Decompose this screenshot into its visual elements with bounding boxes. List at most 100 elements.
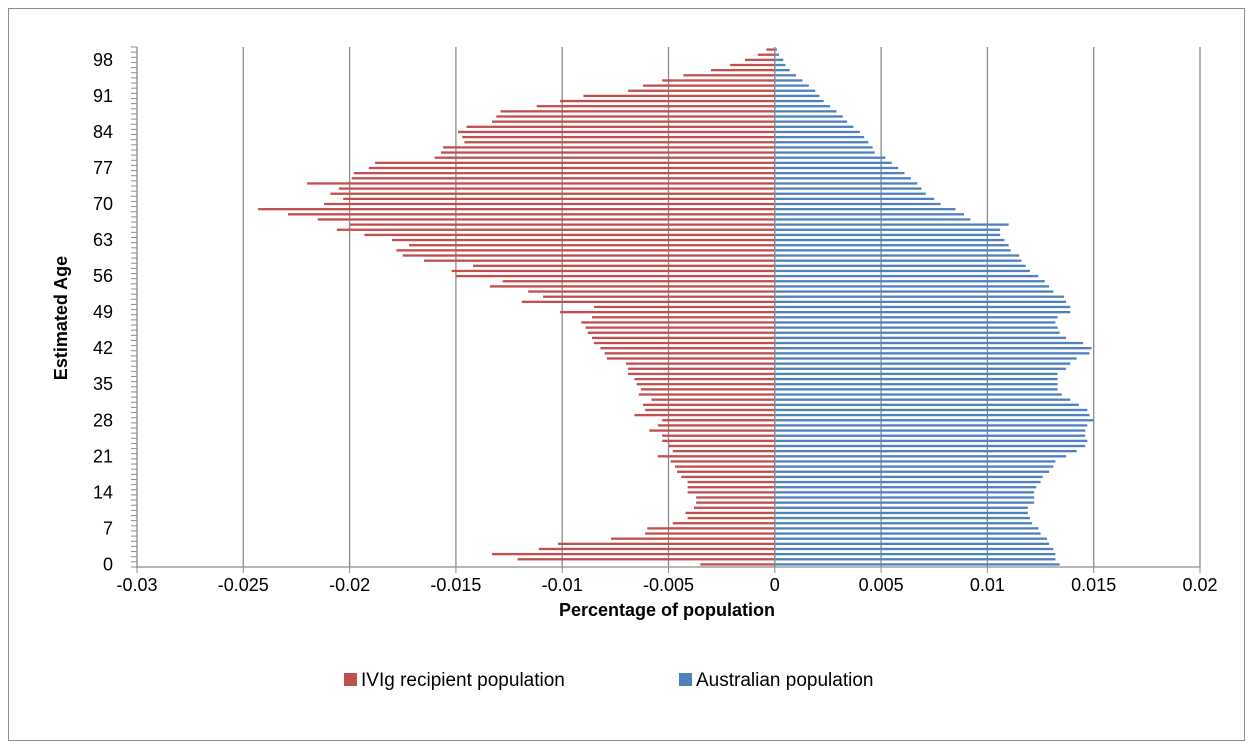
bar-ivig-age-67	[317, 218, 775, 221]
bar-ivig-age-65	[336, 228, 775, 231]
bar-australian-age-34	[774, 388, 1058, 391]
bar-australian-age-75	[774, 177, 911, 180]
bar-ivig-age-32	[651, 398, 775, 401]
bar-ivig-age-89	[536, 105, 775, 108]
bar-ivig-age-36	[634, 377, 775, 381]
bar-australian-age-41	[774, 352, 1090, 355]
x-tick-label-0: -0.03	[116, 575, 157, 595]
bar-ivig-age-94	[662, 79, 775, 82]
bar-ivig-age-92	[628, 89, 775, 92]
population-pyramid-chart: -0.03 -0.025 -0.02 -0.015 -0.01 -0.005 0 0.005 0…	[51, 46, 1218, 691]
bar-australian-age-16	[774, 480, 1041, 484]
bar-ivig-age-64	[364, 233, 775, 237]
bar-australian-age-21	[774, 455, 1067, 458]
x-tick-label-7: 0.005	[859, 575, 904, 595]
bar-ivig-age-7	[647, 527, 775, 530]
bar-australian-age-83	[774, 135, 865, 139]
bar-australian-age-19	[774, 465, 1054, 468]
bar-australian-age-15	[774, 486, 1037, 489]
bar-ivig-age-98	[745, 58, 775, 62]
bar-australian-age-92	[774, 89, 816, 92]
bar-ivig-age-28	[662, 419, 775, 422]
bar-australian-age-22	[774, 450, 1077, 453]
y-tick-label-0: 0	[103, 554, 113, 574]
bar-australian-age-32	[774, 398, 1071, 401]
bar-australian-age-4	[774, 542, 1050, 545]
bar-ivig-age-58	[472, 264, 775, 267]
bar-ivig-age-38	[628, 367, 775, 370]
bar-australian-age-27	[774, 424, 1088, 427]
bar-ivig-age-60	[402, 254, 775, 257]
bar-ivig-age-42	[600, 347, 775, 350]
bar-australian-age-33	[774, 393, 1062, 396]
bar-marks	[258, 48, 1094, 566]
bar-ivig-age-45	[587, 331, 775, 334]
bar-australian-age-99	[774, 53, 780, 56]
x-tick-labels: -0.03 -0.025 -0.02 -0.015 -0.01 -0.005 0 0.005 0…	[116, 575, 1217, 595]
bar-ivig-age-76	[353, 171, 775, 175]
bar-australian-age-57	[774, 269, 1030, 273]
y-axis-title: Estimated Age	[51, 256, 71, 380]
bar-ivig-age-12	[696, 501, 775, 504]
bar-ivig-age-79	[434, 156, 775, 159]
bar-australian-age-77	[774, 166, 899, 170]
bar-ivig-age-11	[694, 506, 775, 509]
bar-australian-age-69	[774, 208, 956, 211]
bar-australian-age-5	[774, 537, 1047, 540]
bar-ivig-age-53	[528, 290, 775, 293]
bar-ivig-age-62	[409, 244, 775, 247]
bar-ivig-age-44	[591, 336, 775, 340]
bar-ivig-age-8	[672, 522, 775, 525]
bar-australian-age-87	[774, 115, 843, 118]
bar-ivig-age-49	[560, 310, 775, 314]
bar-australian-age-56	[774, 274, 1039, 278]
bar-australian-age-47	[774, 321, 1056, 324]
bar-australian-age-10	[774, 511, 1028, 515]
y-tick-label-5: 35	[93, 374, 113, 394]
bar-ivig-age-54	[489, 285, 775, 288]
bar-ivig-age-90	[560, 99, 775, 103]
x-tick-label-9: 0.015	[1071, 575, 1116, 595]
bar-australian-age-39	[774, 362, 1071, 365]
bar-ivig-age-21	[657, 455, 775, 458]
bar-ivig-age-93	[642, 84, 775, 87]
bar-australian-age-74	[774, 182, 918, 185]
bar-australian-age-90	[774, 99, 824, 103]
bar-australian-age-43	[774, 341, 1084, 345]
y-tick-label-9: 63	[93, 230, 113, 250]
y-tick-label-12: 84	[93, 122, 113, 142]
bar-ivig-age-86	[492, 120, 775, 123]
bar-ivig-age-34	[640, 388, 775, 391]
bar-australian-age-68	[774, 213, 965, 216]
bar-ivig-age-51	[521, 300, 775, 304]
bar-ivig-age-100	[766, 48, 775, 51]
bar-australian-age-96	[774, 69, 790, 72]
bar-australian-age-37	[774, 372, 1058, 376]
bar-australian-age-36	[774, 377, 1058, 381]
bar-ivig-age-83	[462, 135, 775, 139]
bar-ivig-age-18	[677, 470, 775, 473]
bar-australian-age-11	[774, 506, 1028, 509]
bar-australian-age-59	[774, 259, 1022, 262]
bar-australian-age-89	[774, 105, 831, 108]
bar-ivig-age-96	[711, 69, 775, 72]
bar-australian-age-7	[774, 527, 1039, 530]
y-tick-label-8: 56	[93, 266, 113, 286]
bar-ivig-age-87	[496, 115, 775, 118]
bar-australian-age-25	[774, 434, 1086, 437]
bar-australian-age-60	[774, 254, 1020, 257]
bar-ivig-age-14	[687, 491, 775, 494]
bar-australian-age-76	[774, 171, 905, 175]
bar-australian-age-70	[774, 202, 941, 206]
bar-ivig-age-26	[649, 429, 775, 432]
y-tick-label-4: 28	[93, 410, 113, 430]
legend-swatch-ivig	[344, 673, 357, 686]
bar-australian-age-18	[774, 470, 1050, 473]
bar-australian-age-0	[774, 563, 1060, 566]
bar-australian-age-20	[774, 460, 1056, 463]
bar-ivig-age-24	[662, 439, 775, 443]
bar-australian-age-85	[774, 125, 854, 128]
bar-ivig-age-47	[581, 321, 775, 324]
bar-ivig-age-52	[543, 295, 775, 298]
bar-australian-age-55	[774, 280, 1045, 283]
